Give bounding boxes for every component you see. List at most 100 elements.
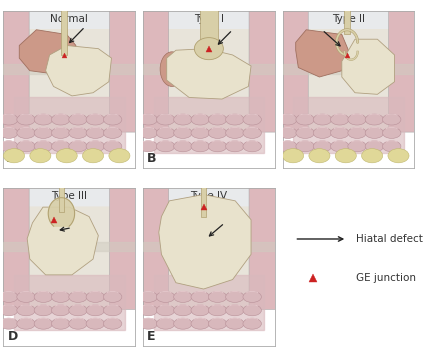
Polygon shape: [167, 49, 251, 99]
Ellipse shape: [86, 318, 105, 329]
Ellipse shape: [279, 127, 297, 138]
Ellipse shape: [0, 127, 18, 138]
Ellipse shape: [174, 305, 192, 316]
Polygon shape: [59, 185, 64, 212]
Polygon shape: [48, 198, 75, 226]
Ellipse shape: [296, 114, 314, 125]
Text: Normal: Normal: [51, 14, 88, 24]
Ellipse shape: [34, 127, 53, 138]
Ellipse shape: [330, 141, 349, 152]
FancyBboxPatch shape: [143, 64, 275, 74]
Ellipse shape: [86, 141, 105, 152]
Ellipse shape: [30, 149, 51, 163]
Ellipse shape: [382, 114, 401, 125]
FancyBboxPatch shape: [22, 30, 116, 131]
Ellipse shape: [348, 141, 366, 152]
Ellipse shape: [51, 114, 70, 125]
Ellipse shape: [69, 141, 87, 152]
Text: A: A: [7, 152, 17, 165]
FancyBboxPatch shape: [162, 30, 256, 131]
Text: Type II: Type II: [332, 14, 365, 24]
Ellipse shape: [34, 291, 53, 302]
Ellipse shape: [103, 127, 122, 138]
Ellipse shape: [191, 127, 210, 138]
Ellipse shape: [0, 141, 18, 152]
Ellipse shape: [69, 127, 87, 138]
Ellipse shape: [86, 127, 105, 138]
Ellipse shape: [156, 141, 175, 152]
Polygon shape: [200, 8, 218, 46]
Ellipse shape: [243, 141, 261, 152]
Ellipse shape: [191, 318, 210, 329]
Ellipse shape: [17, 141, 35, 152]
Ellipse shape: [174, 291, 192, 302]
Ellipse shape: [279, 114, 297, 125]
FancyBboxPatch shape: [1, 185, 29, 310]
FancyBboxPatch shape: [1, 8, 29, 132]
Bar: [153, 275, 264, 330]
Text: D: D: [7, 329, 18, 342]
Ellipse shape: [208, 318, 227, 329]
Ellipse shape: [309, 149, 330, 163]
Bar: [3, 11, 135, 71]
Ellipse shape: [174, 141, 192, 152]
Ellipse shape: [362, 149, 383, 163]
Ellipse shape: [69, 114, 87, 125]
Ellipse shape: [17, 127, 35, 138]
Ellipse shape: [139, 305, 158, 316]
Ellipse shape: [34, 318, 53, 329]
FancyBboxPatch shape: [110, 8, 138, 132]
Ellipse shape: [17, 305, 35, 316]
Ellipse shape: [69, 291, 87, 302]
Bar: [14, 97, 125, 153]
Ellipse shape: [191, 305, 210, 316]
Ellipse shape: [226, 305, 244, 316]
Ellipse shape: [34, 305, 53, 316]
Ellipse shape: [226, 127, 244, 138]
Ellipse shape: [226, 318, 244, 329]
Ellipse shape: [208, 114, 227, 125]
Ellipse shape: [139, 127, 158, 138]
Ellipse shape: [191, 291, 210, 302]
FancyBboxPatch shape: [389, 8, 417, 132]
Ellipse shape: [296, 141, 314, 152]
FancyBboxPatch shape: [162, 207, 256, 308]
Ellipse shape: [365, 114, 384, 125]
Ellipse shape: [86, 305, 105, 316]
Ellipse shape: [0, 291, 18, 302]
Ellipse shape: [103, 318, 122, 329]
Bar: [3, 188, 135, 248]
Ellipse shape: [174, 114, 192, 125]
Ellipse shape: [279, 141, 297, 152]
FancyBboxPatch shape: [302, 30, 395, 131]
Polygon shape: [61, 8, 67, 55]
FancyBboxPatch shape: [22, 207, 116, 308]
Ellipse shape: [191, 141, 210, 152]
Text: GE junction: GE junction: [356, 273, 416, 283]
Polygon shape: [342, 39, 394, 94]
Ellipse shape: [156, 305, 175, 316]
Text: Type IV: Type IV: [191, 191, 227, 201]
Ellipse shape: [139, 318, 158, 329]
Text: Type III: Type III: [51, 191, 87, 201]
Polygon shape: [27, 207, 98, 275]
Polygon shape: [295, 30, 348, 77]
Ellipse shape: [17, 114, 35, 125]
Ellipse shape: [103, 305, 122, 316]
Text: Type I: Type I: [194, 14, 224, 24]
Ellipse shape: [243, 305, 261, 316]
Ellipse shape: [208, 127, 227, 138]
Ellipse shape: [0, 114, 18, 125]
Text: E: E: [147, 329, 156, 342]
Ellipse shape: [86, 291, 105, 302]
Ellipse shape: [86, 114, 105, 125]
Ellipse shape: [51, 141, 70, 152]
Ellipse shape: [365, 127, 384, 138]
Ellipse shape: [156, 291, 175, 302]
Ellipse shape: [174, 127, 192, 138]
FancyBboxPatch shape: [143, 242, 275, 251]
Bar: [293, 97, 404, 153]
Ellipse shape: [382, 127, 401, 138]
FancyBboxPatch shape: [140, 185, 168, 310]
FancyBboxPatch shape: [110, 185, 138, 310]
